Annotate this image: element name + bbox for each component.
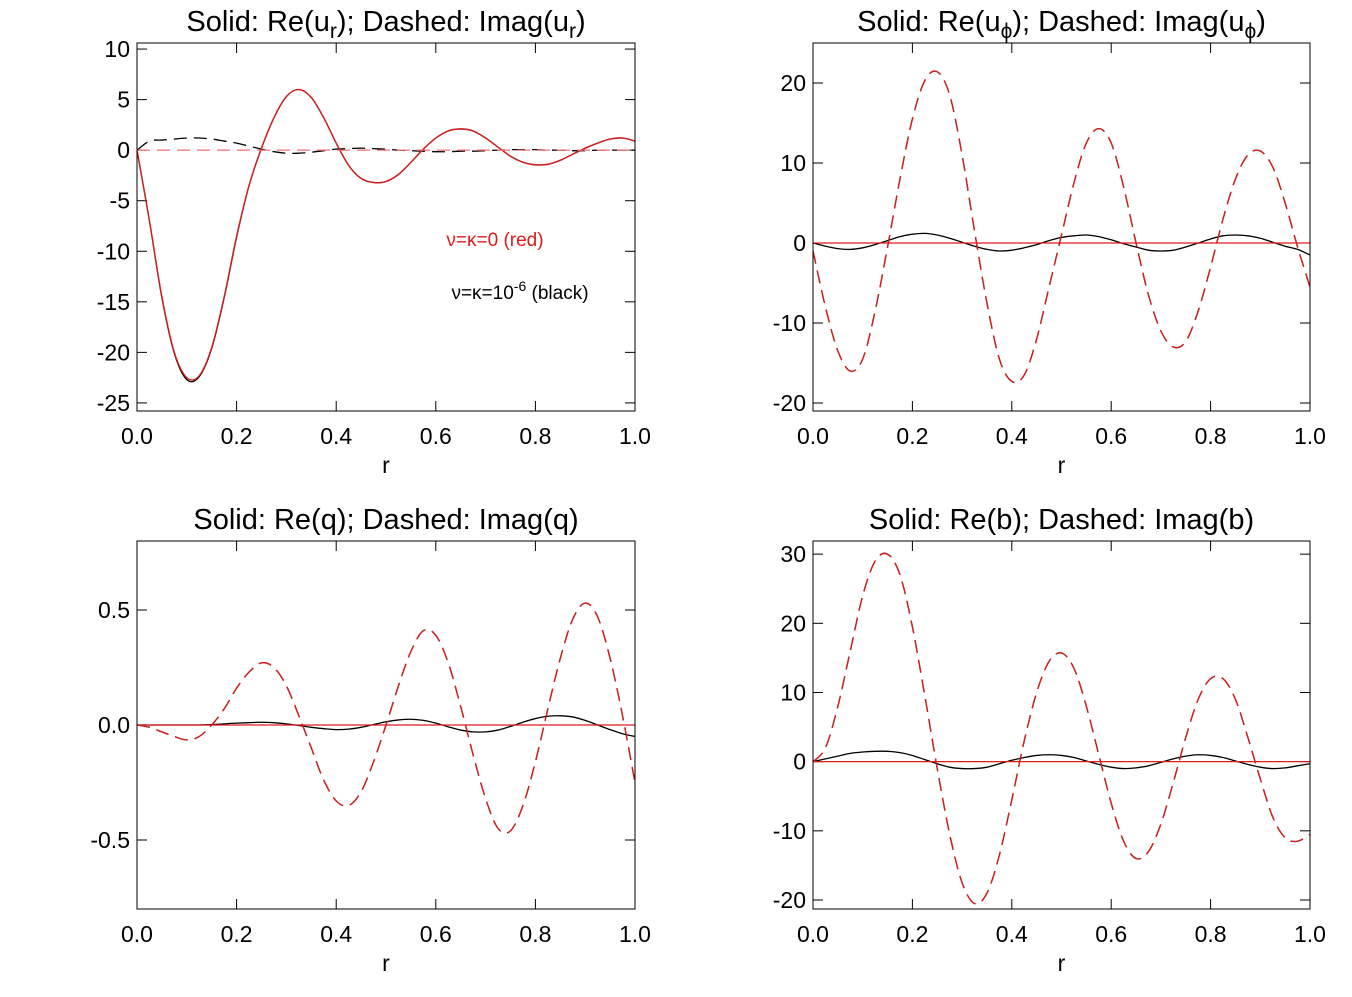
x-axis-label: r — [382, 452, 390, 478]
y-tick-label: 30 — [780, 541, 806, 567]
y-tick-label: 0 — [117, 137, 130, 163]
plot-frame — [812, 42, 1311, 412]
x-tick-label: 1.0 — [1294, 921, 1326, 947]
x-tick-label: 0.2 — [896, 921, 928, 947]
x-tick-label: 0.2 — [896, 423, 928, 449]
annotation: ν=κ=10-6 (black) — [451, 278, 588, 304]
annotation-part: -6 — [514, 278, 527, 294]
x-tick-label: 0.4 — [320, 423, 352, 449]
x-tick-label: 0.0 — [121, 921, 153, 947]
x-tick-label: 0.2 — [221, 423, 253, 449]
x-axis-label: r — [1058, 452, 1066, 478]
x-tick-label: 0.2 — [221, 921, 253, 947]
x-axis-label: r — [1058, 950, 1066, 976]
title-part: ); Dashed: Imag(u — [1012, 6, 1244, 38]
series-line — [813, 750, 1310, 770]
x-tick-label: 0.6 — [1095, 921, 1127, 947]
x-tick-label: 0.8 — [1195, 423, 1227, 449]
y-tick-label: 10 — [104, 36, 130, 62]
title-part: ); Dashed: Imag(u — [337, 6, 569, 38]
title-part: Solid: Re(q); Dashed: Imag(q) — [193, 504, 578, 536]
y-tick-label: -10 — [773, 818, 806, 844]
x-tick-label: 0.6 — [420, 921, 452, 947]
x-tick-label: 0.0 — [797, 921, 829, 947]
y-tick-label: -25 — [97, 390, 130, 416]
series-line — [813, 70, 1310, 384]
series-line — [137, 88, 635, 383]
annotation: ν=κ=0 (red) — [446, 230, 543, 251]
series-line — [137, 602, 635, 834]
y-tick-label: 0.0 — [98, 712, 130, 738]
series-line — [813, 552, 1310, 905]
x-tick-label: 0.6 — [420, 423, 452, 449]
title-part: ) — [1256, 6, 1266, 38]
series-line — [137, 88, 635, 381]
plot-frame — [812, 540, 1311, 910]
x-tick-label: 0.4 — [996, 423, 1028, 449]
y-tick-label: -20 — [773, 887, 806, 913]
chart-title: Solid: Re(q); Dashed: Imag(q) — [193, 504, 578, 536]
series-line — [137, 715, 635, 738]
title-part: ) — [576, 6, 586, 38]
y-tick-label: -5 — [110, 188, 130, 214]
x-tick-label: 0.4 — [320, 921, 352, 947]
annotation-part: (black) — [526, 283, 588, 304]
x-tick-label: 0.4 — [996, 921, 1028, 947]
x-axis-label: r — [382, 950, 390, 976]
x-tick-label: 0.8 — [1195, 921, 1227, 947]
y-tick-label: -20 — [97, 339, 130, 365]
y-tick-label: 10 — [780, 150, 806, 176]
annotation-part: ν=κ=10 — [451, 283, 513, 304]
y-tick-label: -20 — [773, 390, 806, 416]
y-tick-label: 0.5 — [98, 597, 130, 623]
y-tick-label: 10 — [780, 679, 806, 705]
title-part: ϕ — [1244, 20, 1256, 43]
series-line — [813, 552, 1310, 905]
y-tick-label: -0.5 — [90, 827, 130, 853]
y-tick-label: 0 — [793, 749, 806, 775]
x-tick-label: 0.8 — [519, 921, 551, 947]
title-part: Solid: Re(u — [186, 6, 329, 38]
chart-title: Solid: Re(uϕ); Dashed: Imag(uϕ) — [857, 6, 1266, 43]
annotation-part: ν=κ=0 (red) — [446, 230, 543, 251]
y-tick-label: 20 — [780, 70, 806, 96]
chart-title: Solid: Re(ur); Dashed: Imag(ur) — [186, 6, 585, 43]
y-tick-label: -10 — [773, 310, 806, 336]
y-tick-label: -10 — [97, 238, 130, 264]
x-tick-label: 0.0 — [797, 423, 829, 449]
y-tick-label: -15 — [97, 289, 130, 315]
x-tick-label: 1.0 — [619, 423, 651, 449]
chart-title: Solid: Re(b); Dashed: Imag(b) — [869, 504, 1254, 536]
plot-frame — [136, 42, 636, 412]
y-tick-label: 0 — [793, 230, 806, 256]
x-tick-label: 0.0 — [121, 423, 153, 449]
title-part: Solid: Re(u — [857, 6, 1000, 38]
x-tick-label: 1.0 — [619, 921, 651, 947]
title-part: r — [330, 20, 337, 43]
plot-frame — [136, 540, 636, 910]
title-part: Solid: Re(b); Dashed: Imag(b) — [869, 504, 1254, 536]
series-line — [137, 137, 635, 155]
x-tick-label: 1.0 — [1294, 423, 1326, 449]
y-tick-label: 20 — [780, 610, 806, 636]
series-line — [137, 602, 635, 834]
title-part: ϕ — [1001, 20, 1013, 43]
x-tick-label: 0.8 — [519, 423, 551, 449]
y-tick-label: 5 — [117, 87, 130, 113]
x-tick-label: 0.6 — [1095, 423, 1127, 449]
title-part: r — [569, 20, 576, 43]
series-line — [813, 70, 1310, 384]
